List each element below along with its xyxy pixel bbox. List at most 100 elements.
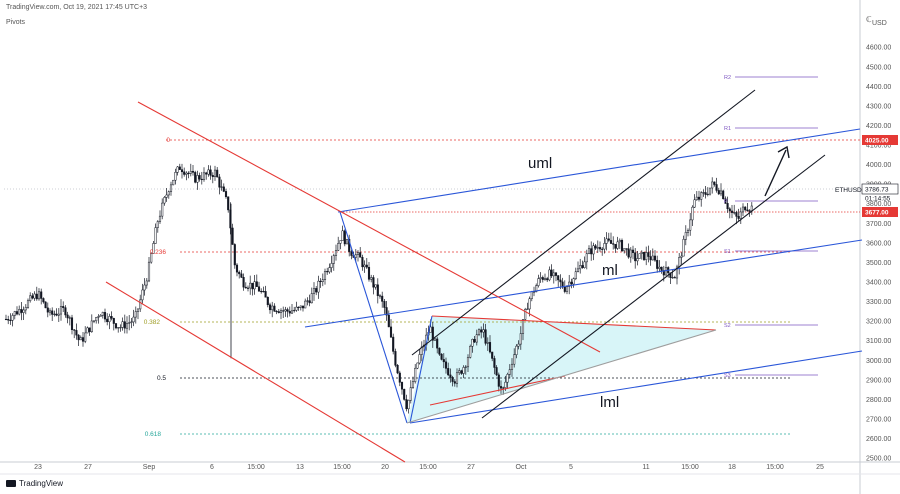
candle-body — [416, 362, 419, 369]
candle-body — [213, 169, 217, 178]
currency-label[interactable]: USD — [872, 20, 887, 27]
candle-body — [70, 317, 74, 330]
candle-body — [548, 269, 551, 281]
candle-body — [22, 309, 25, 313]
candle-body — [741, 206, 745, 213]
candle-body — [40, 291, 43, 299]
candle-body — [506, 373, 509, 383]
candle-body — [460, 370, 463, 374]
candle-body — [623, 248, 626, 252]
candle-body — [477, 329, 481, 335]
candle-body — [640, 251, 643, 254]
candle-body — [746, 209, 749, 211]
upper-median-line — [337, 128, 861, 213]
candle-body — [334, 250, 338, 256]
currency-letter: ℂ — [866, 15, 872, 24]
triangle-fill — [407, 316, 716, 423]
pivot-label: R1 — [724, 126, 731, 132]
candle-body — [730, 210, 734, 213]
candle-body — [363, 264, 366, 268]
candle-body — [618, 240, 621, 243]
candle-body — [205, 172, 208, 175]
candle-body — [178, 166, 181, 170]
price-tick-label: 2900.00 — [866, 377, 891, 384]
candle-body — [125, 323, 129, 329]
candle-body — [711, 181, 714, 189]
candle-body — [603, 243, 606, 250]
candle-body — [365, 264, 368, 268]
candle-body — [152, 243, 155, 254]
candle-body — [684, 232, 687, 240]
candle-body — [282, 310, 285, 312]
pivot-label: S3 — [724, 373, 731, 379]
price-tick-label: 3400.00 — [866, 280, 891, 287]
candle-body — [260, 290, 263, 293]
candle-body — [86, 327, 89, 334]
candle-body — [449, 374, 452, 378]
price-tick-label: 4300.00 — [866, 103, 891, 110]
candle-body — [253, 281, 256, 290]
candle-body — [572, 278, 575, 285]
candle-body — [117, 327, 120, 329]
time-tick-label: Sep — [143, 464, 156, 471]
price-tick-label: 2800.00 — [866, 397, 891, 404]
time-axis: 23 27 Sep 6 15:00 13 15:00 20 15:00 27 Oct 5 11 15:00… — [34, 464, 824, 471]
candle-body — [167, 191, 170, 196]
candle-body — [24, 307, 27, 311]
candle-body — [319, 280, 322, 283]
time-tick-label: 27 — [84, 464, 92, 471]
candle-body — [592, 245, 595, 255]
candle-body — [708, 187, 712, 195]
candle-body — [176, 166, 179, 173]
candle-body — [541, 277, 544, 280]
candle-body — [286, 309, 289, 312]
price-tick-label: 4100.00 — [866, 143, 891, 150]
candle-body — [508, 369, 511, 375]
candle-body — [11, 315, 14, 321]
price-tag-label: 01:14:55 — [865, 196, 891, 203]
candle-body — [211, 175, 214, 178]
price-tag-box — [862, 135, 898, 145]
candle-body — [411, 381, 415, 388]
candle-body — [339, 240, 342, 244]
candle-body — [299, 305, 302, 308]
candle-body — [649, 256, 652, 261]
candle-body — [123, 321, 126, 329]
candle-body — [436, 338, 439, 349]
indicator-label: Pivots — [6, 19, 26, 26]
fib-level-label: 0.5 — [157, 375, 166, 382]
projection-arrow-shaft — [764, 149, 787, 197]
candle-body — [524, 308, 527, 320]
price-tag-box — [862, 207, 898, 217]
candle-body — [513, 354, 516, 365]
tradingview-brand[interactable]: TradingView — [6, 479, 63, 488]
candle-body — [37, 291, 41, 300]
candle-body — [583, 261, 586, 268]
candle-body — [337, 243, 340, 251]
rising-channel-upper — [411, 89, 756, 356]
fib-level-label: 0 — [166, 137, 170, 144]
candle-body — [108, 316, 111, 323]
candle-body — [678, 257, 681, 268]
candle-body — [675, 266, 679, 279]
candle-body — [161, 202, 164, 217]
candle-body — [191, 170, 195, 173]
candle-body — [455, 372, 459, 384]
candle-body — [361, 257, 364, 268]
triangle-pattern — [407, 316, 716, 423]
channel-annotation: ml — [602, 262, 618, 279]
candle-body — [200, 178, 203, 180]
candle-body — [554, 272, 558, 276]
candle-body — [249, 282, 252, 289]
candle-body — [119, 327, 122, 329]
price-tick-label: 3800.00 — [866, 201, 891, 208]
candle-body — [15, 311, 19, 315]
candle-body — [257, 286, 261, 292]
candle-body — [414, 367, 417, 382]
candle-body — [372, 277, 375, 288]
symbol-label: ETHUSD — [835, 187, 862, 194]
fork-leg-left — [339, 211, 408, 424]
triangle-lower-side — [429, 375, 566, 406]
candle-body — [429, 326, 432, 333]
